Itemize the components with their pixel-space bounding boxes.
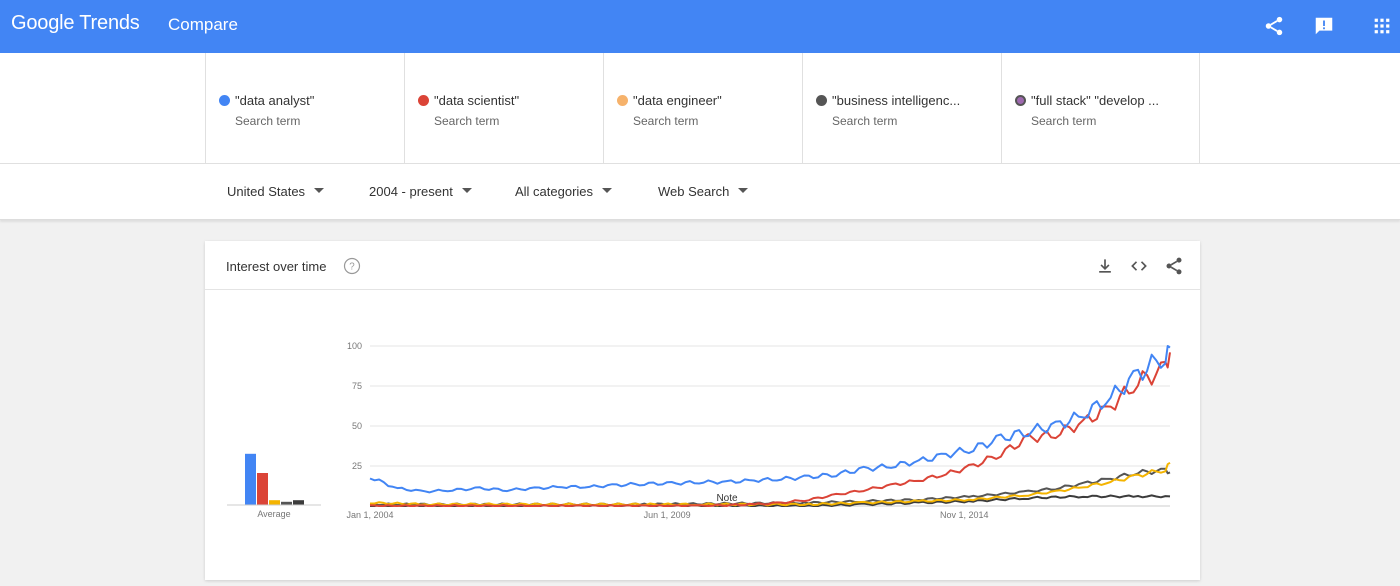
series-line <box>370 346 1170 492</box>
average-bar <box>293 500 304 505</box>
help-icon[interactable]: ? <box>343 257 361 275</box>
series-line <box>370 352 1170 506</box>
term-type: Search term <box>633 114 698 128</box>
time-range-value: 2004 - present <box>369 184 453 199</box>
term-card-data-analyst[interactable]: "data analyst" Search term <box>205 53 404 164</box>
page-title: Compare <box>168 15 238 35</box>
y-tick-label: 50 <box>352 421 362 431</box>
term-type: Search term <box>1031 114 1096 128</box>
dropdown-arrow-icon <box>602 188 612 193</box>
apps-grid-icon[interactable] <box>1371 15 1393 37</box>
average-bar <box>269 500 280 505</box>
card-title: Interest over time <box>226 259 326 274</box>
card-share-icon[interactable] <box>1164 256 1184 276</box>
x-tick-label: Jun 1, 2009 <box>644 510 691 520</box>
series-line <box>370 469 1170 506</box>
region-dropdown[interactable]: United States <box>227 184 324 199</box>
time-range-dropdown[interactable]: 2004 - present <box>369 184 472 199</box>
term-type: Search term <box>832 114 897 128</box>
term-label: "data engineer" <box>633 93 783 108</box>
term-card-data-scientist[interactable]: "data scientist" Search term <box>404 53 603 164</box>
embed-code-icon[interactable] <box>1129 256 1149 276</box>
term-label: "data analyst" <box>235 93 385 108</box>
x-axis-labels: Jan 1, 2004 Jun 1, 2009 Nov 1, 2014 <box>346 510 988 520</box>
series-color-dot <box>816 95 827 106</box>
y-tick-label: 100 <box>347 341 362 351</box>
dropdown-arrow-icon <box>738 188 748 193</box>
series-line <box>370 463 1170 506</box>
average-bar <box>245 454 256 505</box>
top-app-bar: Google Trends Compare <box>0 0 1400 53</box>
term-type: Search term <box>434 114 499 128</box>
dropdown-arrow-icon <box>462 188 472 193</box>
y-tick-label: 75 <box>352 381 362 391</box>
svg-text:?: ? <box>349 261 355 272</box>
y-axis-labels: 100 75 50 25 <box>347 341 362 471</box>
average-bars <box>245 454 304 505</box>
average-bar <box>257 473 268 505</box>
dropdown-arrow-icon <box>314 188 324 193</box>
series-color-dot <box>219 95 230 106</box>
series-color-dot <box>1015 95 1026 106</box>
term-label: "full stack" "develop ... <box>1031 93 1181 108</box>
average-label: Average <box>257 509 290 519</box>
search-type-dropdown[interactable]: Web Search <box>658 184 748 199</box>
x-tick-label: Nov 1, 2014 <box>940 510 989 520</box>
series-color-dot <box>617 95 628 106</box>
term-card-data-engineer[interactable]: "data engineer" Search term <box>603 53 802 164</box>
interest-over-time-chart: Average 100 75 50 25 Jan 1, 2004 Jun 1, 2009… <box>205 290 1200 580</box>
term-card-business-intelligence[interactable]: "business intelligenc... Search term <box>802 53 1001 164</box>
category-value: All categories <box>515 184 593 199</box>
y-tick-label: 25 <box>352 461 362 471</box>
x-tick-label: Jan 1, 2004 <box>346 510 393 520</box>
term-label: "data scientist" <box>434 93 584 108</box>
google-trends-logo[interactable]: Google Trends <box>11 12 140 35</box>
term-type: Search term <box>235 114 300 128</box>
category-dropdown[interactable]: All categories <box>515 184 612 199</box>
term-label: "business intelligenc... <box>832 93 982 108</box>
search-type-value: Web Search <box>658 184 729 199</box>
feedback-icon[interactable] <box>1313 15 1335 37</box>
interest-over-time-card: Interest over time ? Average 100 75 50 25 J… <box>205 241 1200 580</box>
region-value: United States <box>227 184 305 199</box>
download-icon[interactable] <box>1095 256 1115 276</box>
search-terms-bar: "data analyst" Search term "data scienti… <box>0 53 1400 164</box>
chart-note-label[interactable]: Note <box>716 493 738 504</box>
share-icon[interactable] <box>1263 15 1285 37</box>
series-color-dot <box>418 95 429 106</box>
filters-bar: United States 2004 - present All categor… <box>0 164 1400 220</box>
term-card-full-stack-developer[interactable]: "full stack" "develop ... Search term <box>1001 53 1200 164</box>
card-header: Interest over time ? <box>205 241 1200 290</box>
